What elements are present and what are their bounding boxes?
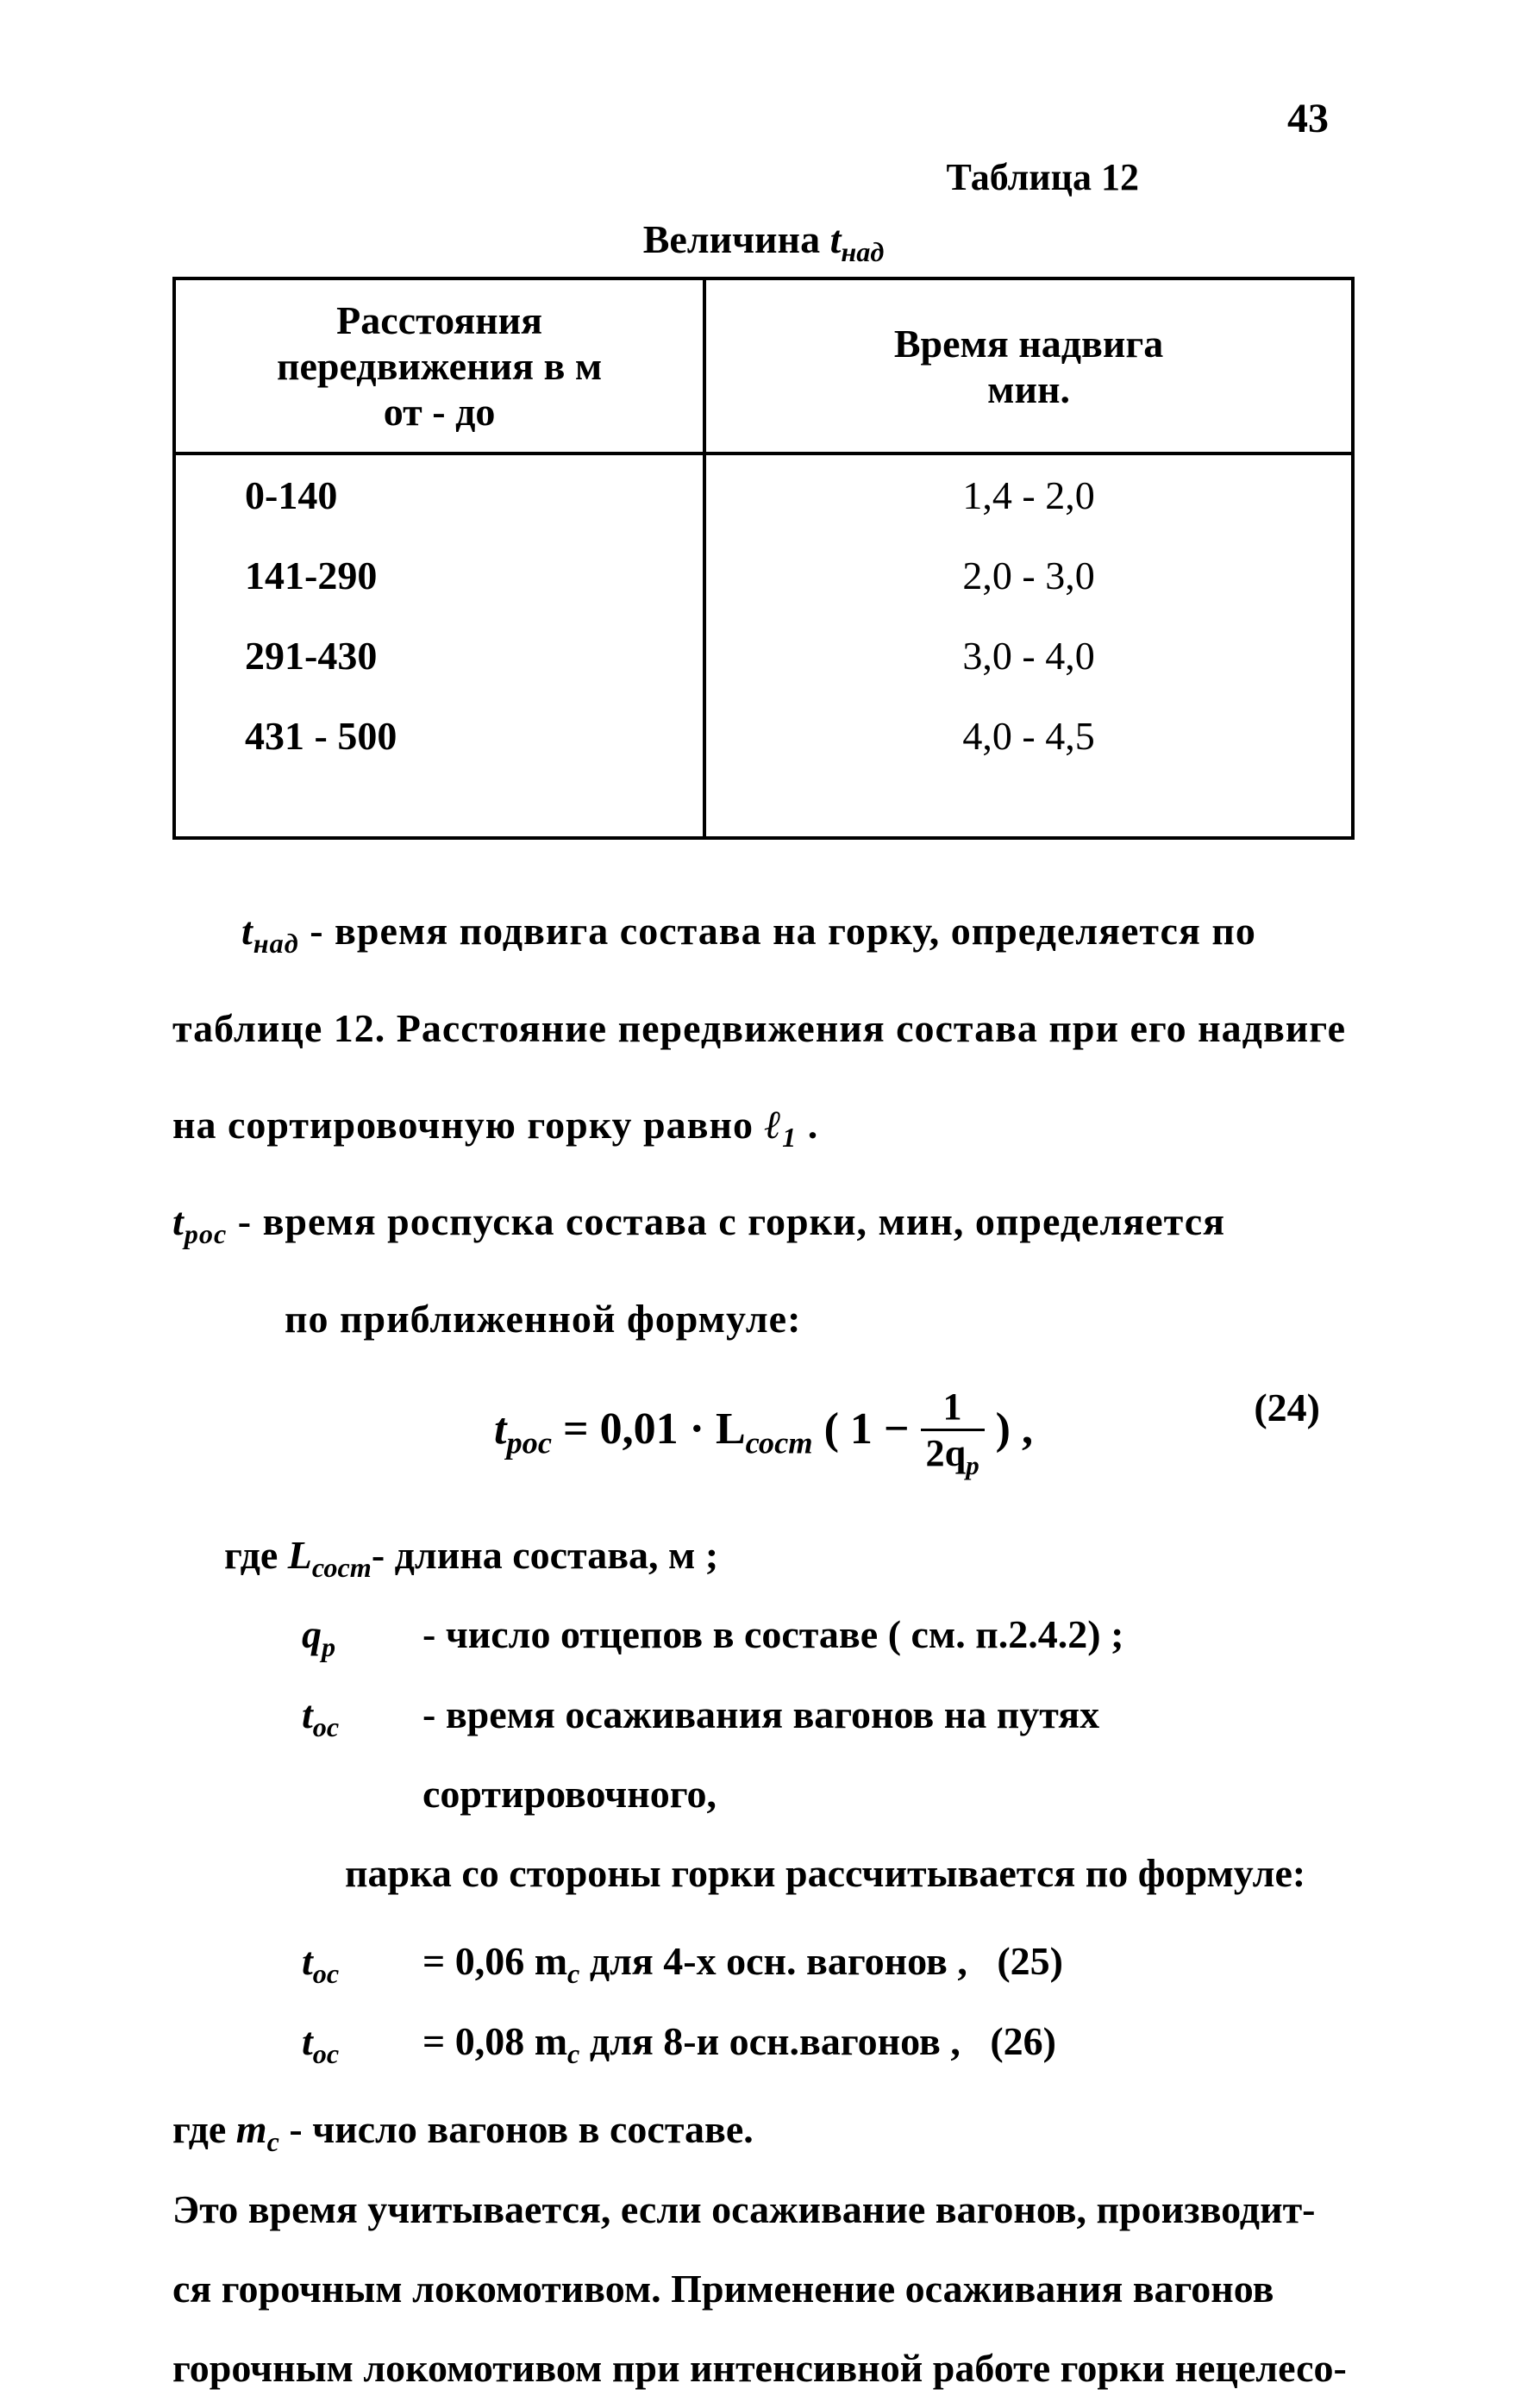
- p3-b: - число вагонов в составе.: [289, 2107, 753, 2151]
- defs-q: q: [302, 1612, 322, 1656]
- def-L-text: - длина состава, м ;: [372, 1516, 1355, 1595]
- p1-l3s: 1: [782, 1122, 797, 1153]
- p1-sym: t: [241, 909, 253, 953]
- table-title-prefix: Величина: [643, 217, 830, 261]
- f25-tail: для 4-х осн. вагонов ,: [590, 1939, 967, 1983]
- f24-number: (24): [1254, 1385, 1320, 1430]
- table-title-var: t: [830, 217, 842, 261]
- p3-msub: с: [267, 2126, 279, 2157]
- def-toc-text2: парка со стороны горки рассчитывается по…: [345, 1851, 1305, 1895]
- cell-range: 141-290: [174, 535, 704, 616]
- table-row: 141-290 2,0 - 3,0: [174, 535, 1353, 616]
- p1-l1: - время подвига состава на горку, опреде…: [310, 909, 1256, 953]
- p1-l3v: ℓ: [764, 1103, 782, 1147]
- p1-l3a: на сортировочную горку равно: [172, 1103, 764, 1147]
- col2-header-l1: Время надвига: [894, 322, 1163, 366]
- f26-tail: для 8-и осн.вагонов ,: [590, 2019, 961, 2063]
- defs-toc-sub: ос: [313, 1711, 339, 1742]
- f24-den-a: 2q: [926, 1432, 967, 1474]
- col2-header-l2: мин.: [987, 367, 1070, 411]
- paragraph-1: tнад - время подвига состава на горку, о…: [172, 891, 1355, 1359]
- def-q-sym: qр: [302, 1595, 422, 1675]
- f25-num: (25): [997, 1939, 1063, 1983]
- table-row: 0-140 1,4 - 2,0: [174, 453, 1353, 535]
- defs-L: L: [288, 1533, 312, 1577]
- cell-value: 4,0 - 4,5: [704, 696, 1353, 776]
- formula-25: tос = 0,06 mс для 4-х осн. вагонов , (25…: [224, 1922, 1355, 2002]
- def-toc-text1: - время осаживания вагонов на путях сорт…: [422, 1675, 1355, 1834]
- col2-header: Время надвига мин.: [704, 278, 1353, 453]
- f24-lhs: t: [494, 1404, 506, 1454]
- data-table: Расстояния передвижения в м от - до Врем…: [172, 277, 1355, 840]
- f25-sym: tос: [302, 1922, 422, 2002]
- p2-sym: t: [172, 1199, 185, 1243]
- p1-l3b: .: [808, 1103, 819, 1147]
- f24-lhs-sub: рос: [506, 1425, 552, 1460]
- f26-body: = 0,08 mс для 8-и осн.вагонов , (26): [422, 2002, 1355, 2082]
- page-number: 43: [1287, 95, 1329, 142]
- cell-range: 291-430: [174, 616, 704, 696]
- p4-l2: ся горочным локомотивом. Применение осаж…: [172, 2267, 1274, 2311]
- table-row-spacer: [174, 776, 1353, 838]
- f26-msub: с: [567, 2038, 579, 2069]
- def-q: qр - число отцепов в составе ( см. п.2.4…: [224, 1595, 1355, 1675]
- cell-range: 431 - 500: [174, 696, 704, 776]
- paragraph-3: где mс - число вагонов в составе. Это вр…: [172, 2090, 1355, 2408]
- f25-body: = 0,06 mс для 4-х осн. вагонов , (25): [422, 1922, 1355, 2002]
- p3-m: m: [236, 2107, 267, 2151]
- def-toc-sym: tос: [302, 1675, 422, 1755]
- p2-l2: по приближенной формуле:: [285, 1297, 801, 1341]
- def-q-text: - число отцепов в составе ( см. п.2.4.2)…: [422, 1595, 1355, 1674]
- f24-open: ( 1 −: [824, 1404, 921, 1454]
- table-title: Величина tнад: [172, 216, 1355, 268]
- col1-header-l1: Расстояния передвижения в м: [277, 298, 602, 388]
- cell-value: 2,0 - 3,0: [704, 535, 1353, 616]
- def-toc-cont: парка со стороны горки рассчитывается по…: [345, 1834, 1355, 1913]
- definitions: где Lсост - длина состава, м ; qр - числ…: [172, 1516, 1355, 2081]
- defs-q-sub: р: [322, 1632, 335, 1663]
- p4-l1: Это время учитывается, если осаживание в…: [172, 2187, 1316, 2231]
- f24-eq: = 0,01 · L: [563, 1404, 746, 1454]
- p2-l1: - время роспуска состава с горки, мин, о…: [238, 1199, 1225, 1243]
- def-L-sym: где Lсост: [224, 1516, 372, 1596]
- f26-body-text: = 0,08 m: [422, 2019, 567, 2063]
- table-label: Таблица 12: [172, 155, 1139, 199]
- f24-den: 2qр: [921, 1431, 985, 1481]
- p4-l3: горочным локомотивом при интенсивной раб…: [172, 2346, 1347, 2390]
- defs-L-sub: сост: [312, 1552, 372, 1583]
- formula-26: tос = 0,08 mс для 8-и осн.вагонов , (26): [224, 2002, 1355, 2082]
- f24-num: 1: [921, 1385, 985, 1431]
- f24-den-sub: р: [966, 1450, 979, 1480]
- page: 43 Таблица 12 Величина tнад Расстояния п…: [0, 0, 1527, 2137]
- def-toc: tос - время осаживания вагонов на путях …: [224, 1675, 1355, 1834]
- f25-t: t: [302, 1939, 313, 1983]
- def-L: где Lсост - длина состава, м ;: [224, 1516, 1355, 1596]
- f26-t: t: [302, 2019, 313, 2063]
- p1-l2: таблице 12. Расстояние передвижения сост…: [172, 1006, 1346, 1050]
- table-row: 291-430 3,0 - 4,0: [174, 616, 1353, 696]
- formula-24: tрос = 0,01 · Lсост ( 1 − 1 2qр ) , (24): [172, 1385, 1355, 1481]
- col1-header-l2: от - до: [384, 390, 496, 434]
- defs-toc: t: [302, 1692, 313, 1736]
- f25-sub: ос: [313, 1958, 339, 1989]
- f25-msub: с: [567, 1958, 579, 1989]
- cell-value: 3,0 - 4,0: [704, 616, 1353, 696]
- f25-body-text: = 0,06 m: [422, 1939, 567, 1983]
- p2-sub: рос: [185, 1219, 227, 1250]
- defs-intro: где: [224, 1533, 288, 1577]
- p3-a: где: [172, 2107, 236, 2151]
- f26-sub: ос: [313, 2038, 339, 2069]
- f24-frac: 1 2qр: [921, 1385, 985, 1481]
- f26-sym: tос: [302, 2002, 422, 2082]
- f26-num: (26): [990, 2019, 1056, 2063]
- f24-close: ) ,: [996, 1404, 1033, 1454]
- table-row: 431 - 500 4,0 - 4,5: [174, 696, 1353, 776]
- col1-header: Расстояния передвижения в м от - до: [174, 278, 704, 453]
- p1-sub: над: [253, 928, 299, 959]
- f24-Lsub: сост: [746, 1425, 813, 1460]
- cell-range: 0-140: [174, 453, 704, 535]
- table-title-sub: над: [841, 236, 884, 267]
- cell-value: 1,4 - 2,0: [704, 453, 1353, 535]
